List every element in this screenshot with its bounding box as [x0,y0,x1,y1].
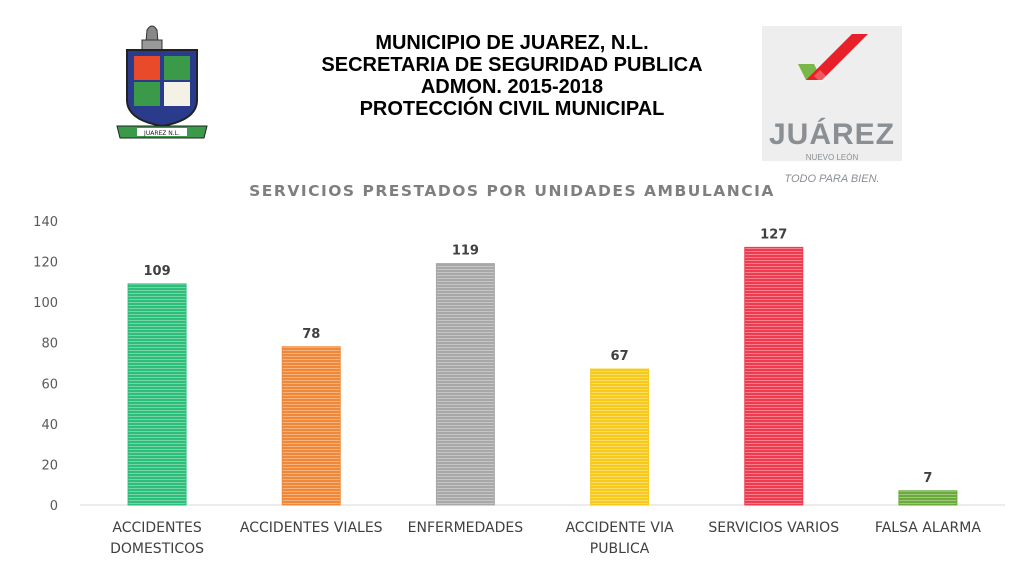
y-tick-label: 80 [41,337,58,352]
bar [898,490,958,506]
logo-subtitle: NUEVO LEÓN [805,153,859,162]
data-label: 78 [302,327,320,342]
bar [127,283,187,506]
data-label: 119 [452,244,479,259]
x-tick-label: PUBLICA [590,541,650,557]
report-header: MUNICIPIO DE JUAREZ, N.L. SECRETARIA DE … [0,32,1024,120]
y-tick-label: 140 [33,215,58,230]
y-tick-label: 60 [41,377,58,392]
logo-slogan: TODO PARA BIEN. [784,173,880,185]
x-tick-label: ENFERMEDADES [408,520,524,536]
x-tick-label: DOMESTICOS [110,541,204,557]
data-label: 7 [923,471,932,486]
chart-title: SERVICIOS PRESTADOS POR UNIDADES AMBULAN… [249,182,775,200]
x-tick-label: SERVICIOS VARIOS [708,520,839,536]
y-tick-label: 20 [41,458,58,473]
municipal-crest-logo: JUAREZ N.L. [116,25,208,139]
y-tick-label: 120 [33,256,58,271]
y-tick-label: 100 [33,296,58,311]
x-tick-label: ACCIDENTE VIA [565,520,674,536]
bar [590,368,650,506]
checkmark-icon [798,34,868,84]
data-label: 67 [611,349,629,364]
y-tick-label: 40 [41,418,58,433]
bar [281,346,341,506]
x-tick-label: FALSA ALARMA [875,520,981,536]
juarez-brand-logo: JUÁREZ NUEVO LEÓN TODO PARA BIEN. [762,26,902,185]
x-tick-label: ACCIDENTES VIALES [240,520,383,536]
header-line-secretaria: SECRETARIA DE SEGURIDAD PUBLICA [321,54,703,76]
header-line-admon: ADMON. 2015-2018 [420,76,604,98]
x-tick-label: ACCIDENTES [112,520,202,536]
bar [435,263,495,506]
y-tick-label: 0 [50,499,58,514]
header-line-municipio: MUNICIPIO DE JUAREZ, N.L. [375,32,649,54]
crest-banner-text: JUAREZ N.L. [143,130,180,137]
bar [744,246,804,506]
data-label: 127 [760,227,787,242]
logo-wordmark: JUÁREZ [768,118,895,151]
data-label: 109 [144,264,171,279]
header-line-proteccion: PROTECCIÓN CIVIL MUNICIPAL [359,98,665,120]
